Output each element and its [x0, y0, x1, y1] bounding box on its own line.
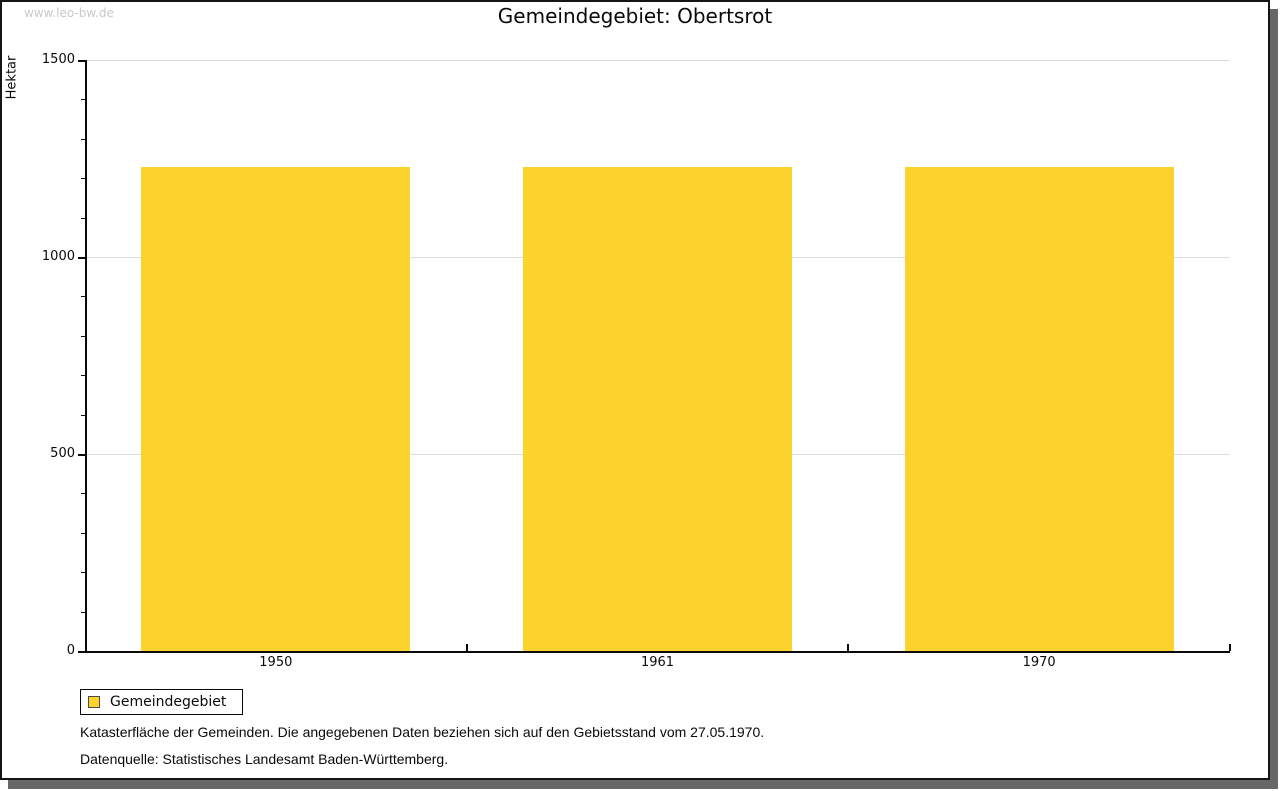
chart-title: Gemeindegebiet: Obertsrot [497, 4, 773, 28]
y-minor-tick-900 [81, 296, 85, 298]
y-major-tick-1500 [78, 60, 85, 62]
y-minor-tick-400 [81, 493, 85, 495]
legend-swatch-gemeindegebiet [88, 696, 100, 708]
x-boundary-tick-2 [847, 644, 850, 651]
y-axis-line [85, 60, 87, 653]
y-minor-tick-1300 [81, 138, 85, 140]
x-tick-label-1961: 1961 [640, 655, 675, 670]
y-minor-tick-300 [81, 532, 85, 534]
y-minor-tick-800 [81, 335, 85, 337]
y-minor-tick-700 [81, 375, 85, 377]
y-minor-tick-1400 [81, 99, 85, 101]
chart-panel: www.leo-bw.de Gemeindegebiet: Obertsrot … [0, 0, 1270, 780]
bar-1970 [904, 167, 1174, 651]
y-tick-label-1000: 1000 [41, 249, 75, 264]
y-tick-label-0: 0 [66, 643, 75, 658]
y-major-tick-500 [78, 454, 85, 456]
x-axis-line [85, 651, 1230, 653]
y-major-tick-1000 [78, 257, 85, 259]
legend-box: Gemeindegebiet [80, 689, 244, 715]
y-minor-tick-1200 [81, 178, 85, 180]
watermark-leo-bw: www.leo-bw.de [24, 6, 114, 20]
y-minor-tick-200 [81, 572, 85, 574]
gridline-1500 [86, 60, 1230, 61]
footnote-source-note: Katasterfläche der Gemeinden. Die angege… [80, 724, 765, 740]
y-tick-label-1500: 1500 [41, 52, 75, 67]
x-boundary-tick-3 [1229, 644, 1231, 651]
x-boundary-tick-1 [465, 644, 468, 651]
bar-1950 [141, 167, 411, 651]
y-minor-tick-1100 [81, 217, 85, 219]
legend-label-gemeindegebiet: Gemeindegebiet [110, 694, 227, 710]
x-tick-label-1970: 1970 [1022, 655, 1056, 670]
footnote-data-source: Datenquelle: Statistisches Landesamt Bad… [80, 751, 449, 767]
y-minor-tick-600 [81, 414, 85, 416]
y-minor-tick-100 [81, 611, 85, 613]
y-tick-label-500: 500 [50, 446, 75, 461]
y-major-tick-0 [78, 651, 85, 653]
x-tick-label-1950: 1950 [259, 655, 293, 670]
plot-area: 1950 1961 1970 0 500 1000 1500 [2, 2, 1268, 778]
bar-1961 [523, 167, 792, 651]
